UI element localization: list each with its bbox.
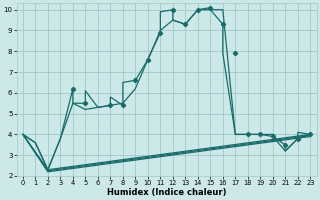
X-axis label: Humidex (Indice chaleur): Humidex (Indice chaleur)	[107, 188, 226, 197]
